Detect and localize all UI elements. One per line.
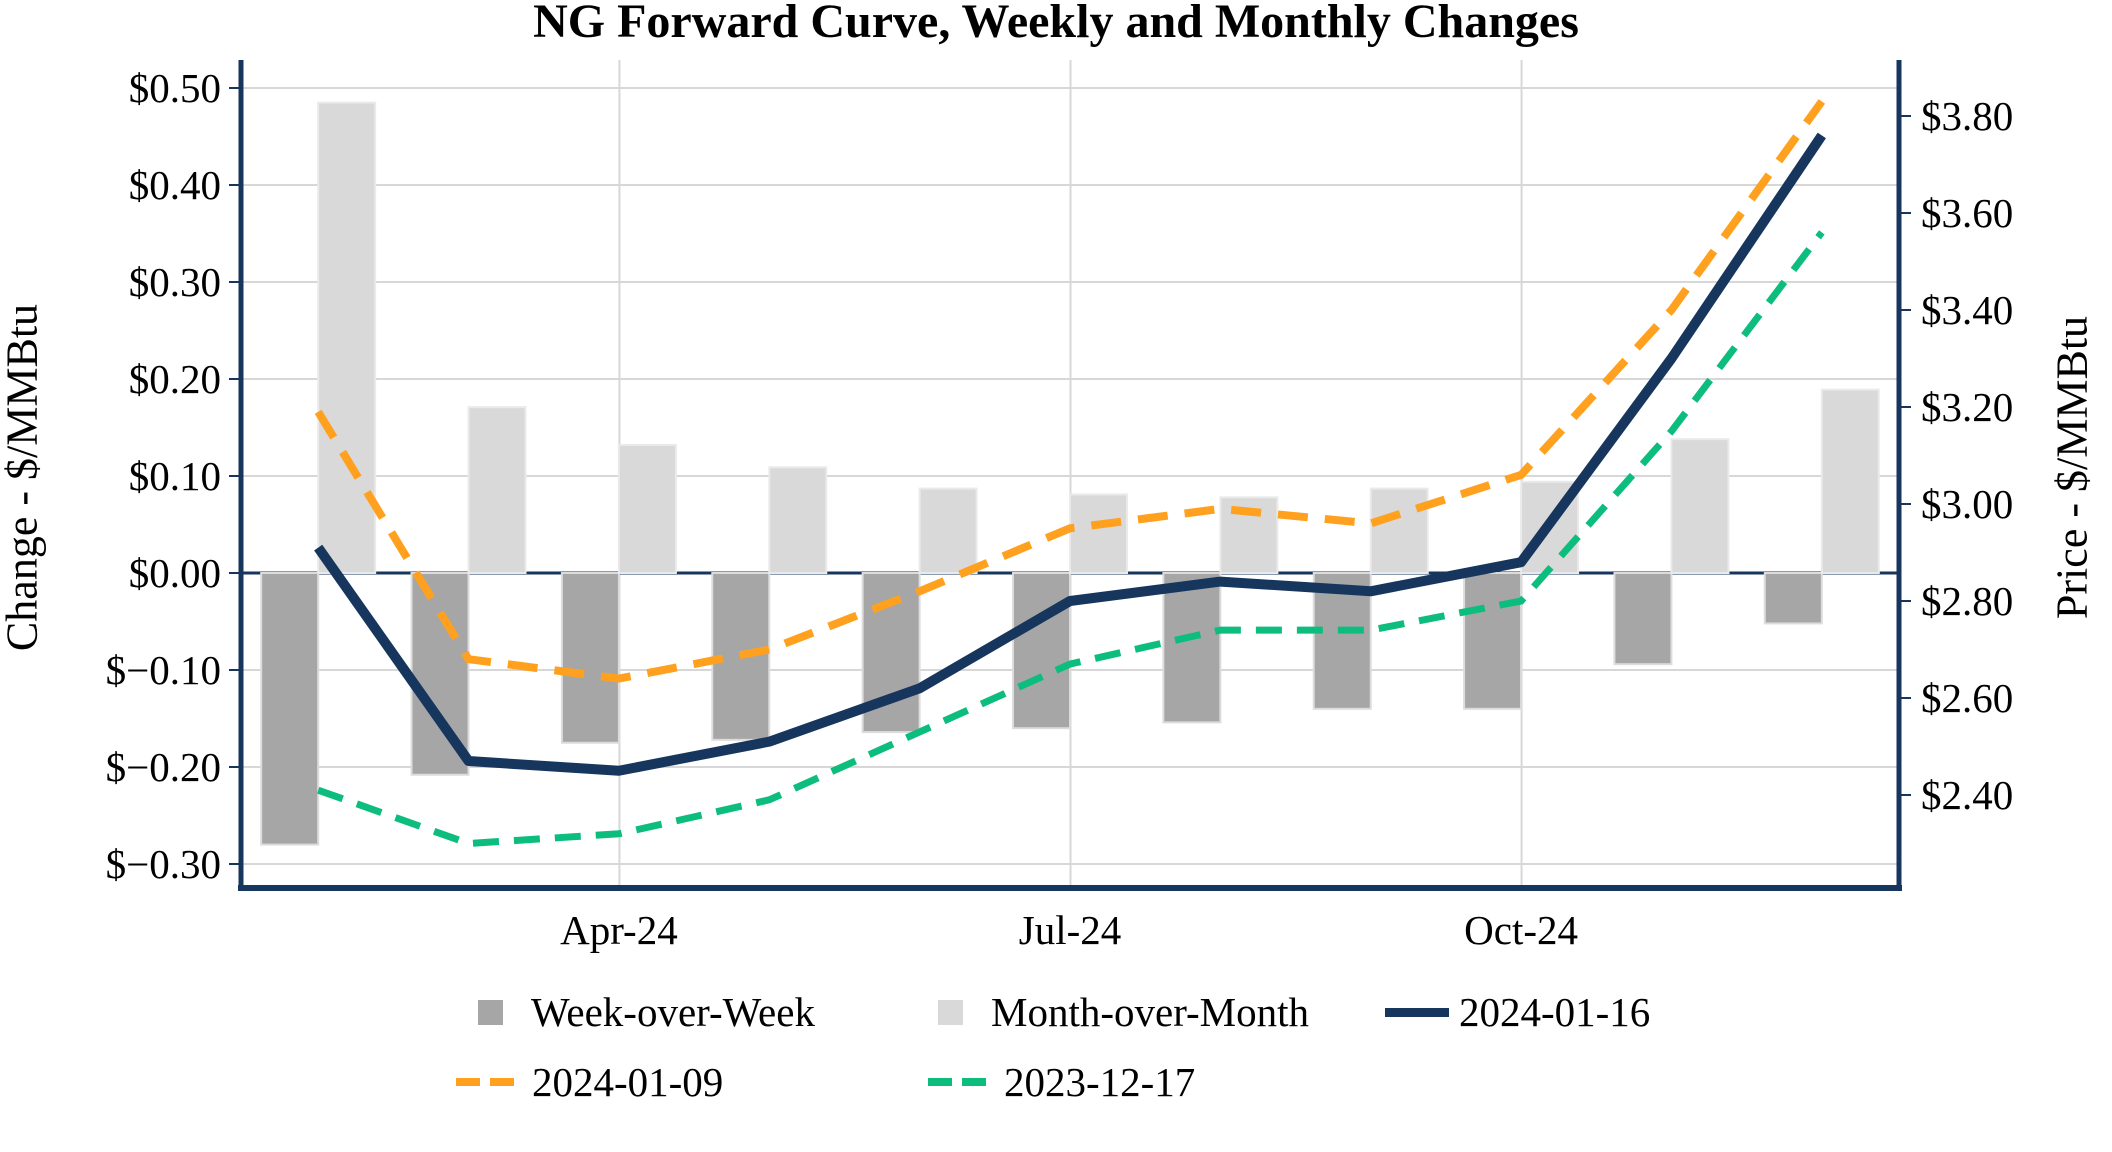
tick-label: $3.20: [1921, 384, 2013, 430]
tick-label: $3.60: [1921, 190, 2013, 236]
wow-bar: [1613, 572, 1673, 666]
legend-item-2023-12-17: 2023-12-17: [928, 1058, 1195, 1106]
tick-label: $3.80: [1921, 93, 2013, 139]
mom-bar: [1670, 438, 1730, 575]
tick-label: $2.40: [1921, 772, 2013, 818]
tick-label: $0.40: [129, 162, 221, 208]
week-over-week-swatch-icon: [478, 999, 503, 1025]
tick-label: $−0.30: [106, 841, 221, 887]
legend-label: 2024-01-16: [1459, 989, 1651, 1035]
tick-label: $0.00: [129, 550, 221, 596]
tick-label: $−0.10: [106, 647, 221, 693]
wow-bar: [1463, 572, 1523, 710]
tick-label: $3.00: [1921, 481, 2013, 527]
tick-label: $0.20: [129, 356, 221, 402]
wow-bar: [1162, 572, 1222, 724]
line-2023-12-17: [317, 230, 1825, 848]
tick-label: $2.60: [1921, 675, 2013, 721]
mom-bar: [617, 443, 677, 574]
legend-label: Month-over-Month: [991, 989, 1310, 1035]
tick-label: Apr-24: [560, 907, 678, 953]
solid-line-swatch-icon: [1385, 1007, 1449, 1017]
mom-bar: [1369, 487, 1429, 574]
mom-bar: [768, 466, 828, 574]
tick-label: Jul-24: [1019, 907, 1122, 953]
wow-bar: [260, 572, 320, 846]
tick-label: $0.50: [129, 65, 221, 111]
mom-bar: [317, 101, 377, 575]
legend-item-2024-01-16: 2024-01-16: [1385, 988, 1650, 1036]
green-dash-swatch-icon: [928, 1078, 986, 1086]
tick-label: $0.10: [129, 453, 221, 499]
legend-item-week-over-week: Week-over-Week: [478, 988, 815, 1036]
tick-label: $3.40: [1921, 287, 2013, 333]
legend-item-2024-01-09: 2024-01-09: [456, 1058, 723, 1106]
month-over-month-swatch-icon: [938, 999, 963, 1025]
tick-label: $2.80: [1921, 578, 2013, 624]
wow-bar: [1763, 572, 1823, 625]
line-2024-01-09: [314, 99, 1826, 683]
line-2024-01-16: [314, 132, 1826, 776]
wow-bar: [560, 572, 620, 744]
mom-bar: [1069, 493, 1128, 574]
legend-label: 2024-01-09: [532, 1059, 724, 1105]
tick-label: Oct-24: [1464, 907, 1578, 953]
orange-dash-swatch-icon: [456, 1078, 514, 1086]
chart-title: NG Forward Curve, Weekly and Monthly Cha…: [533, 0, 1579, 48]
tick-label: $−0.20: [106, 744, 221, 790]
legend-label: Week-over-Week: [531, 989, 815, 1035]
wow-bar: [1012, 572, 1071, 730]
tick-label: $0.30: [129, 259, 221, 305]
mom-bar: [1820, 388, 1880, 575]
legend-item-month-over-month: Month-over-Month: [938, 988, 1309, 1036]
mom-bar: [918, 487, 978, 574]
mom-bar: [467, 406, 527, 574]
legend-label: 2023-12-17: [1004, 1059, 1196, 1105]
